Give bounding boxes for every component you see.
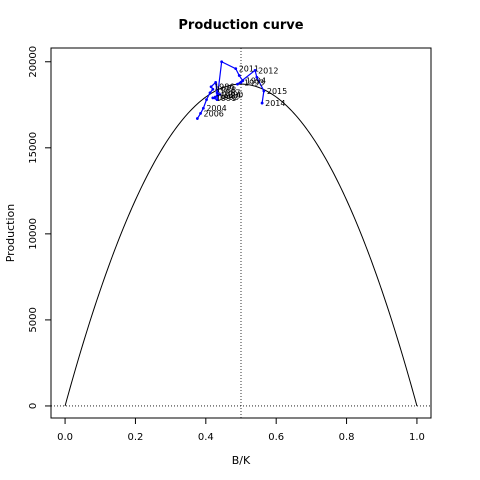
trajectory-point xyxy=(262,89,266,93)
year-label: 1986 xyxy=(214,83,234,92)
trajectory-point xyxy=(211,87,215,91)
trajectory-point xyxy=(209,85,213,89)
production-curve-line xyxy=(64,83,418,407)
trajectory-point xyxy=(218,93,222,96)
x-tick-label: 0.0 xyxy=(57,432,73,443)
trajectory-point xyxy=(239,81,243,84)
year-label: 2011 xyxy=(239,65,259,74)
x-axis-label: B/K xyxy=(232,454,251,467)
trajectory-point xyxy=(241,79,245,83)
trajectory-point xyxy=(215,98,219,102)
year-label: 1989 xyxy=(220,91,240,100)
trajectory-point xyxy=(195,117,199,120)
year-label: 1991 xyxy=(216,94,236,103)
trajectory-point xyxy=(237,74,241,77)
trajectory-point xyxy=(215,91,219,95)
year-label: 1994 xyxy=(246,77,266,86)
trajectory-point xyxy=(199,111,202,115)
year-label: 2012 xyxy=(258,66,278,75)
y-tick-label: 20000 xyxy=(28,46,39,78)
year-label: 2014 xyxy=(265,99,285,108)
y-tick-label: 5000 xyxy=(28,307,39,332)
trajectory-point xyxy=(213,95,217,99)
year-label: 2006 xyxy=(204,109,224,118)
trajectory-point xyxy=(236,82,239,86)
x-tick-label: 1.0 xyxy=(409,432,425,443)
y-tick-label: 0 xyxy=(28,403,39,409)
y-tick-label: 10000 xyxy=(28,218,39,250)
trajectory-point xyxy=(201,106,205,110)
trajectory-point xyxy=(216,93,219,97)
year-label: 1988 xyxy=(216,85,236,94)
trajectory-point xyxy=(214,81,218,84)
y-axis-label: Production xyxy=(4,204,17,263)
year-label: 2015 xyxy=(267,87,287,96)
year-label: 2004 xyxy=(206,104,226,113)
x-tick-label: 0.8 xyxy=(339,432,355,443)
x-tick-label: 0.6 xyxy=(268,432,284,443)
year-label: 1990 xyxy=(223,90,243,99)
y-axis: 0 5000 10000 15000 20000 xyxy=(28,46,51,409)
trajectory-point xyxy=(260,101,264,105)
trajectory-point xyxy=(255,75,259,79)
trajectory-point xyxy=(208,91,212,95)
trajectory-point xyxy=(220,60,224,64)
trajectory-point xyxy=(234,67,238,71)
y-tick-label: 15000 xyxy=(28,132,39,164)
year-label: 1993 xyxy=(244,78,264,87)
trajectory-point xyxy=(205,98,208,102)
x-tick-label: 0.2 xyxy=(127,432,143,443)
year-label: 1987 xyxy=(220,89,240,98)
x-tick-label: 0.4 xyxy=(198,432,214,443)
x-axis: 0.0 0.2 0.4 0.6 0.8 1.0 xyxy=(57,418,425,443)
trajectory-point xyxy=(211,96,215,100)
year-label: 1992 xyxy=(218,93,238,102)
chart-title: Production curve xyxy=(178,18,303,33)
trajectory-point xyxy=(253,68,257,72)
